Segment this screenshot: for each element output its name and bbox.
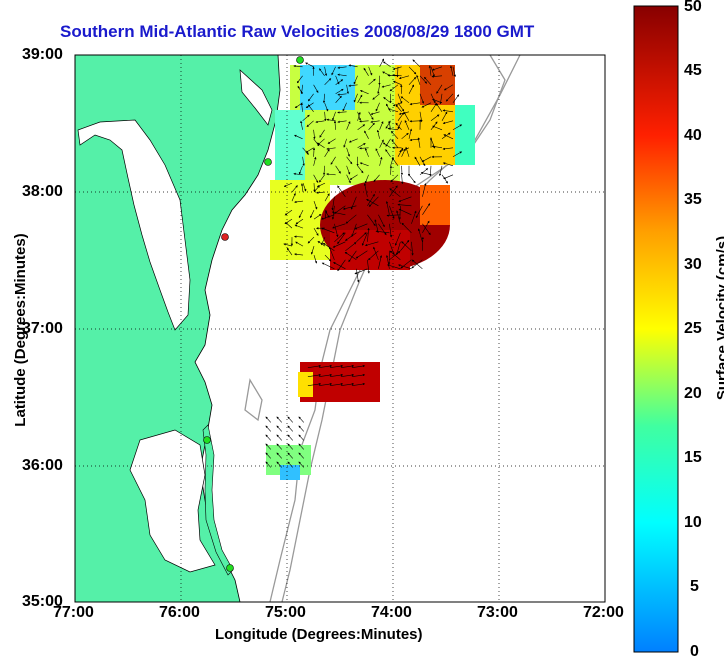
x-tick-label: 76:00 <box>159 604 200 622</box>
colorbar-tick-label: 20 <box>684 385 702 403</box>
colorbar-tick-label: 5 <box>690 578 699 596</box>
station-marker <box>227 565 234 572</box>
station-marker <box>222 234 229 241</box>
x-tick-label: 72:00 <box>583 604 624 622</box>
colorbar-tick-label: 35 <box>684 191 702 209</box>
y-tick-label: 35:00 <box>22 593 63 611</box>
colorbar-tick-label: 15 <box>684 449 702 467</box>
colorbar-tick-label: 0 <box>690 643 699 661</box>
y-tick-label: 36:00 <box>22 457 63 475</box>
x-axis-label: Longitude (Degrees:Minutes) <box>215 626 423 643</box>
station-marker <box>204 437 211 444</box>
y-axis-label: Latitude (Degrees:Minutes) <box>12 230 29 430</box>
station-marker <box>265 159 272 166</box>
x-tick-label: 73:00 <box>477 604 518 622</box>
colorbar-tick-label: 50 <box>684 0 702 16</box>
colorbar-tick-label: 45 <box>684 62 702 80</box>
colorbar <box>634 6 678 652</box>
colorbar-label: Surface Velocity (cm/s) <box>714 208 724 428</box>
colorbar-tick-label: 25 <box>684 320 702 338</box>
colorbar-tick-label: 10 <box>684 514 702 532</box>
station-marker <box>297 57 304 64</box>
colorbar-tick-label: 30 <box>684 256 702 274</box>
y-tick-label: 39:00 <box>22 46 63 64</box>
y-tick-label: 38:00 <box>22 183 63 201</box>
x-tick-label: 74:00 <box>371 604 412 622</box>
colorbar-tick-label: 40 <box>684 127 702 145</box>
x-tick-label: 75:00 <box>265 604 306 622</box>
